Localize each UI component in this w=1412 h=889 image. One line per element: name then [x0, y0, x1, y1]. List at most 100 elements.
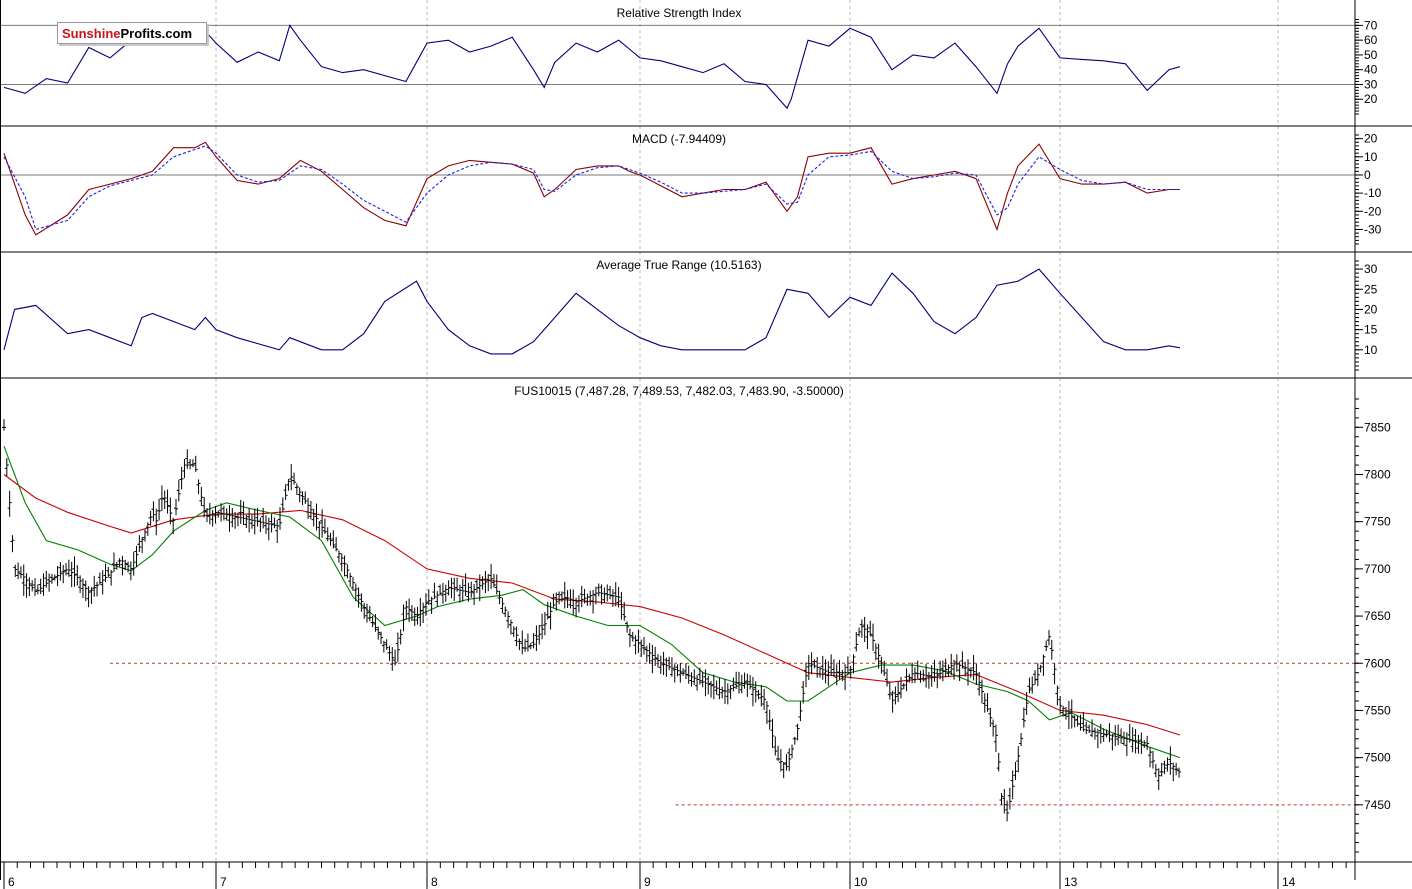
ohlc-bar — [798, 701, 803, 722]
ohlc-bar — [2, 419, 6, 431]
ohlc-bar — [106, 566, 111, 578]
ohlc-bar — [871, 623, 876, 651]
y-tick-label: 7600 — [1364, 656, 1391, 670]
ohlc-bar — [826, 661, 831, 686]
ohlc-bar — [1002, 789, 1007, 814]
ohlc-bar — [356, 587, 361, 608]
ohlc-bar — [1013, 761, 1018, 781]
x-tick-label: 8 — [431, 875, 438, 889]
atr-panel — [3, 268, 1180, 355]
ohlc-bar — [1162, 760, 1167, 774]
y-tick-label: 50 — [1364, 48, 1378, 62]
ohlc-bar — [199, 486, 204, 507]
brand-logo[interactable]: SunshineProfits.com — [57, 22, 207, 44]
ohlc-bar — [157, 498, 162, 521]
ohlc-bar — [395, 632, 400, 663]
ohlc-bar — [896, 681, 901, 702]
ohlc-bar — [904, 668, 909, 692]
ohlc-bar — [898, 676, 903, 699]
ohlc-bar — [764, 701, 769, 724]
ohlc-bar — [1142, 740, 1147, 748]
ohlc-bar — [627, 628, 632, 648]
ohlc-bar — [469, 581, 474, 598]
ohlc-bar — [843, 664, 848, 691]
ohlc-bar — [342, 555, 347, 577]
x-tick-label: 13 — [1064, 875, 1078, 889]
ohlc-bar — [345, 564, 350, 579]
ohlc-bar — [1030, 676, 1035, 694]
y-tick-label: 7500 — [1364, 751, 1391, 765]
macd-panel — [0, 141, 1355, 236]
ohlc-bar — [390, 646, 395, 671]
ohlc-bar — [851, 654, 856, 674]
y-tick-label: -20 — [1364, 204, 1382, 218]
ohlc-bar — [44, 570, 49, 588]
x-tick-label: 10 — [854, 875, 868, 889]
ohlc-bar — [41, 573, 46, 596]
y-tick-label: 10 — [1364, 150, 1378, 164]
ohlc-bar — [731, 677, 736, 692]
ohlc-bar — [949, 653, 954, 676]
ohlc-bar — [619, 591, 624, 620]
ohlc-bar — [1171, 762, 1176, 782]
ohlc-bar — [173, 498, 178, 516]
ohlc-bar — [834, 664, 839, 686]
atr-title: Average True Range (10.5163) — [596, 258, 761, 272]
ohlc-bar — [1052, 663, 1057, 685]
ohlc-bar — [272, 517, 277, 529]
y-tick-label: 20 — [1364, 92, 1378, 106]
ohlc-bar — [35, 584, 40, 595]
ohlc-bar — [1104, 729, 1109, 738]
ohlc-bar — [591, 589, 596, 614]
ohlc-bar — [142, 529, 147, 542]
ohlc-bar — [348, 572, 353, 587]
ohlc-bar — [367, 605, 372, 622]
ohlc-bar — [963, 661, 968, 677]
ohlc-bar — [196, 479, 201, 495]
ohlc-bar — [249, 514, 254, 529]
ohlc-bar — [1145, 735, 1150, 750]
ohlc-bar — [658, 655, 663, 674]
ohlc-bar — [982, 693, 987, 713]
ohlc-bar — [1153, 764, 1158, 778]
ohlc-bar — [790, 744, 795, 759]
ohlc-bar — [373, 614, 378, 632]
ohlc-bar — [328, 532, 333, 546]
y-tick-label: 15 — [1364, 323, 1378, 337]
ohlc-bar — [1087, 724, 1092, 734]
ohlc-bar — [514, 626, 519, 647]
ohlc-bar — [72, 556, 77, 587]
ohlc-bar — [977, 672, 982, 696]
x-tick-label: 7 — [220, 875, 227, 889]
y-tick-label: 60 — [1364, 33, 1378, 47]
ohlc-bar — [840, 669, 845, 682]
ohlc-bar — [971, 655, 976, 681]
ohlc-bar — [725, 683, 730, 705]
ohlc-bar — [1058, 696, 1063, 715]
ohlc-bar — [359, 593, 364, 612]
ohlc-bar — [449, 577, 454, 599]
ohlc-bar — [820, 655, 825, 680]
ohlc-bar — [137, 535, 142, 553]
ohlc-bar — [554, 592, 559, 611]
macd-signal-line — [3, 145, 1180, 231]
ohlc-bar — [1133, 729, 1138, 754]
ohlc-bar — [817, 666, 822, 678]
ohlc-bar — [27, 577, 32, 597]
ohlc-bar — [151, 501, 156, 522]
ohlc-bar — [1113, 725, 1118, 747]
ohlc-bar — [675, 664, 680, 677]
ohlc-bar — [879, 656, 884, 674]
ohlc-bar — [661, 651, 666, 675]
ohlc-bar — [929, 665, 934, 687]
ohlc-bar — [412, 607, 417, 627]
ohlc-bar — [753, 681, 758, 703]
ohlc-bar — [494, 574, 499, 595]
ohlc-bar — [974, 663, 979, 686]
ohlc-bar — [812, 659, 817, 669]
ohlc-bar — [993, 724, 998, 752]
ohlc-bar — [714, 680, 719, 695]
ohlc-bar — [294, 483, 299, 495]
ohlc-bar — [1041, 654, 1046, 676]
ohlc-bar — [915, 660, 920, 679]
